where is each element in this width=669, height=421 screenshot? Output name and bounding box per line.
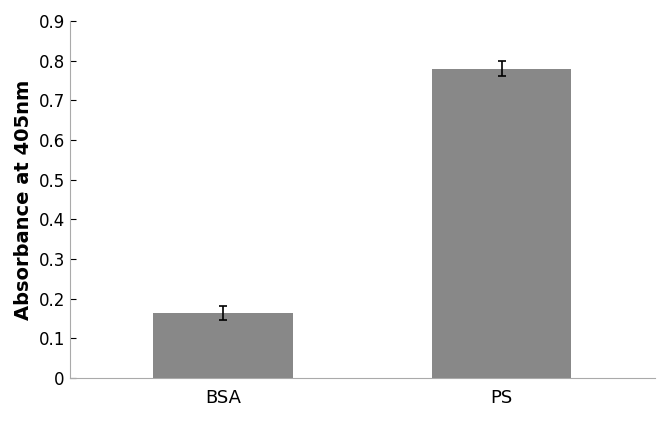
Bar bbox=[432, 69, 571, 378]
Bar bbox=[153, 313, 293, 378]
Y-axis label: Absorbance at 405nm: Absorbance at 405nm bbox=[14, 79, 33, 320]
